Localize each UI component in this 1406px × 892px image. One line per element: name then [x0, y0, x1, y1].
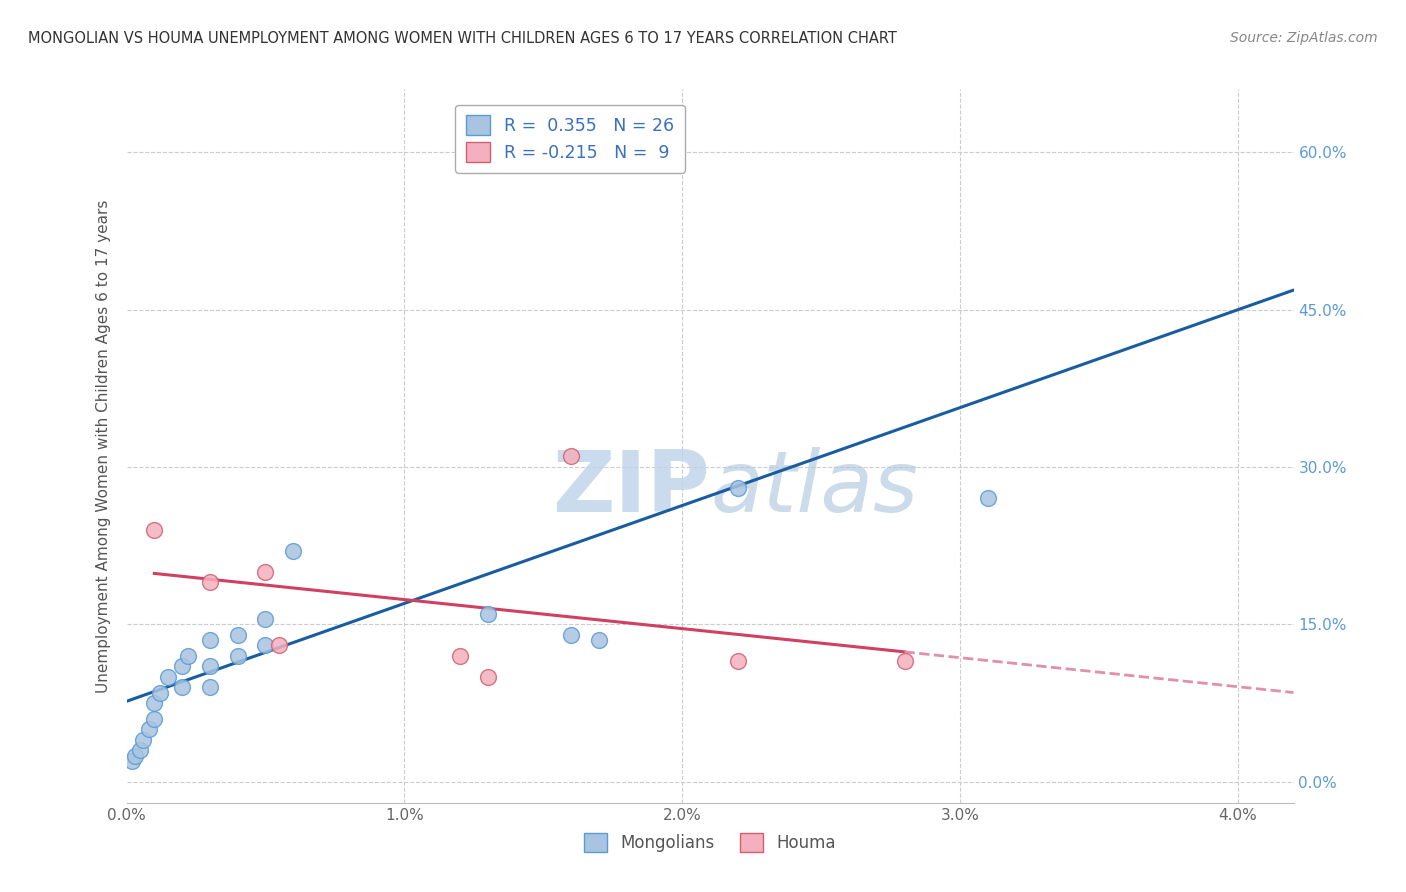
Point — [176, 648, 198, 663]
Text: Source: ZipAtlas.com: Source: ZipAtlas.com — [1230, 31, 1378, 45]
Point — [977, 491, 1000, 506]
Point — [531, 145, 554, 160]
Point — [477, 670, 499, 684]
Y-axis label: Unemployment Among Women with Children Ages 6 to 17 years: Unemployment Among Women with Children A… — [96, 199, 111, 693]
Point — [198, 681, 221, 695]
Point — [143, 696, 166, 710]
Point — [198, 633, 221, 648]
Point — [138, 723, 160, 737]
Point — [121, 754, 143, 768]
Point — [560, 628, 582, 642]
Point — [477, 607, 499, 621]
Point — [254, 565, 277, 579]
Point — [226, 628, 249, 642]
Point — [226, 648, 249, 663]
Point — [254, 612, 277, 626]
Point — [143, 523, 166, 537]
Point — [149, 685, 172, 699]
Point — [129, 743, 152, 757]
Text: atlas: atlas — [710, 447, 918, 531]
Text: ZIP: ZIP — [553, 447, 710, 531]
Point — [893, 654, 915, 668]
Point — [560, 450, 582, 464]
Point — [449, 648, 471, 663]
Point — [172, 681, 194, 695]
Point — [198, 659, 221, 673]
Point — [143, 712, 166, 726]
Point — [132, 732, 155, 747]
Point — [283, 544, 305, 558]
Legend: Mongolians, Houma: Mongolians, Houma — [578, 826, 842, 859]
Point — [157, 670, 180, 684]
Point — [172, 659, 194, 673]
Point — [254, 639, 277, 653]
Point — [727, 654, 749, 668]
Point — [588, 633, 610, 648]
Point — [269, 639, 291, 653]
Point — [727, 481, 749, 495]
Point — [124, 748, 146, 763]
Text: MONGOLIAN VS HOUMA UNEMPLOYMENT AMONG WOMEN WITH CHILDREN AGES 6 TO 17 YEARS COR: MONGOLIAN VS HOUMA UNEMPLOYMENT AMONG WO… — [28, 31, 897, 46]
Point — [198, 575, 221, 590]
